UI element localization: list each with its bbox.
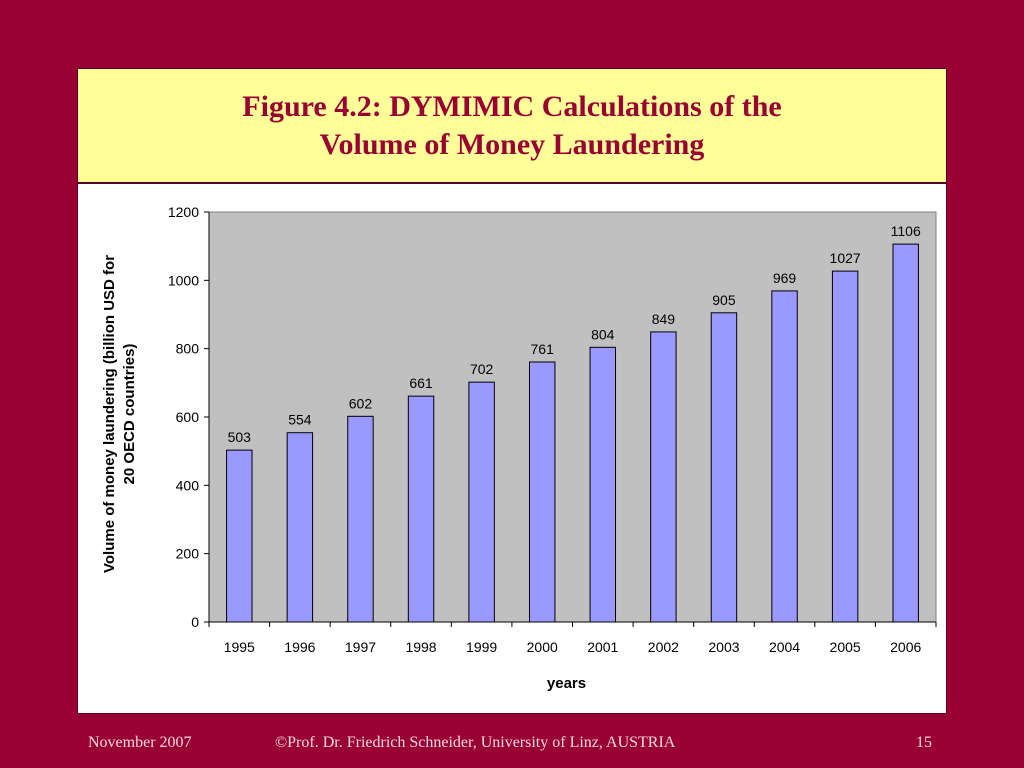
slide-title: Figure 4.2: DYMIMIC Calculations of the … [242,89,782,161]
bar-data-label: 661 [409,375,433,391]
x-tick-label: 1995 [224,639,255,655]
y-tick-label: 200 [176,546,200,562]
bar [286,432,314,623]
x-tick-label: 2006 [890,639,921,655]
y-tick-label: 600 [176,409,200,425]
title-box: Figure 4.2: DYMIMIC Calculations of the … [77,68,947,183]
bar-data-label: 969 [773,270,797,286]
bar [407,395,435,623]
y-axis-title-line: 20 OECD countries) [121,344,138,485]
bar [650,331,677,623]
x-tick-label: 2001 [587,639,618,655]
x-axis-title: years [547,675,586,692]
footer-page-number: 15 [916,734,932,751]
bar-chart: 0 200 400 600 800 1000 1200 503 1995 554 1996 602 19… [101,204,937,692]
bar-data-label: 804 [591,326,615,342]
bar-data-label: 1027 [830,250,861,266]
bar-data-label: 702 [470,361,494,377]
footer-credit: ©Prof. Dr. Friedrich Schneider, Universi… [275,734,676,751]
bar-data-label: 503 [228,429,252,445]
bar-data-label: 849 [652,311,676,327]
bar [771,290,798,623]
y-tick-label: 1200 [168,204,199,220]
bar [528,361,556,623]
x-tick-label: 2003 [708,639,739,655]
x-tick-label: 1996 [284,639,315,655]
bar [589,346,617,623]
x-tick-label: 1998 [405,639,436,655]
plot-area [208,211,937,623]
bar-data-label: 1106 [891,223,921,239]
bar [831,270,859,623]
x-tick-label: 1999 [466,639,497,655]
y-tick-label: 1000 [168,272,199,288]
y-axis-title-line: Volume of money laundering (billion USD … [101,255,118,573]
y-tick-label: 400 [176,477,200,493]
x-tick-label: 1997 [345,639,376,655]
x-tick-label: 2002 [648,639,679,655]
y-tick-label: 800 [176,341,200,357]
bar-data-label: 761 [531,341,555,357]
footer-date: November 2007 [88,734,192,751]
bar [468,381,495,623]
bar [892,243,919,623]
x-tick-label: 2005 [830,639,861,655]
x-tick-label: 2000 [527,639,558,655]
bar [710,312,738,623]
y-tick-label: 0 [191,614,199,630]
y-axis-title: Volume of money laundering (billion USD … [101,255,138,573]
bar [226,449,253,623]
chart-panel: 0 200 400 600 800 1000 1200 503 1995 554 1996 602 19… [77,183,947,714]
bar-data-label: 602 [349,395,373,411]
bar-data-label: 554 [288,412,312,428]
bar [347,415,374,623]
bar-data-label: 905 [712,292,736,308]
x-tick-label: 2004 [769,639,800,655]
